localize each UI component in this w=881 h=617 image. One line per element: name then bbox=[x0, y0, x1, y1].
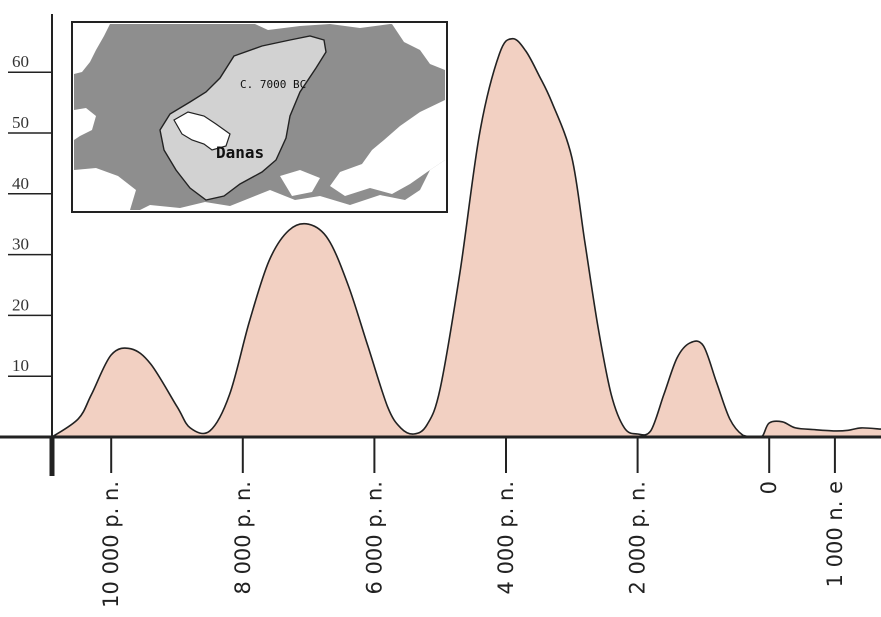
x-tick-label: 4 000 p. n. bbox=[494, 481, 518, 594]
x-tick-label: 10 000 p. n. bbox=[99, 481, 123, 608]
x-tick-label: 8 000 p. n. bbox=[231, 481, 255, 594]
y-ticks: 10 20 30 40 50 60 bbox=[8, 52, 52, 377]
sea-patch-left-top bbox=[74, 24, 110, 74]
lake-white bbox=[173, 111, 231, 151]
x-tick-label: 6 000 p. n. bbox=[362, 481, 386, 594]
y-tick-label: 20 bbox=[12, 295, 29, 314]
y-tick-label: 50 bbox=[12, 113, 29, 132]
x-tick-label: 2 000 p. n. bbox=[626, 481, 650, 594]
x-tick-label: 1 000 n. e bbox=[823, 481, 847, 587]
y-tick-label: 60 bbox=[12, 52, 29, 71]
inset-map: C. 7000 BC Danas bbox=[71, 21, 448, 213]
sea-patch-left-bottom bbox=[74, 168, 136, 210]
x-ticks: 10 000 p. n. 8 000 p. n. 6 000 p. n. 4 000 … bbox=[99, 437, 847, 608]
sea-patch-bottom bbox=[280, 170, 320, 196]
population-area bbox=[52, 38, 881, 438]
x-tick-label: 0 bbox=[757, 481, 781, 494]
sea-patch-right-top bbox=[392, 24, 445, 70]
region-light bbox=[159, 35, 327, 201]
inset-date-label: C. 7000 BC bbox=[240, 78, 306, 91]
y-tick-label: 10 bbox=[12, 356, 29, 375]
y-tick-label: 40 bbox=[12, 174, 29, 193]
inset-place-label: Danas bbox=[216, 143, 264, 162]
sea-patch-left-mid bbox=[74, 108, 96, 140]
y-tick-label: 30 bbox=[12, 235, 29, 254]
sea-patch-right bbox=[330, 100, 445, 196]
